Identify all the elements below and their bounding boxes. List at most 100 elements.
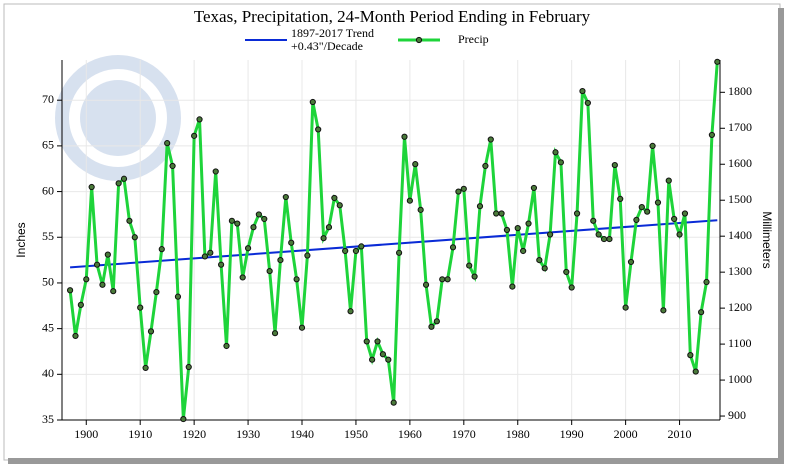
data-point	[72, 332, 79, 340]
data-point	[633, 216, 640, 223]
data-point	[714, 58, 721, 65]
data-point	[379, 351, 387, 358]
data-point	[703, 278, 710, 286]
data-point	[395, 249, 403, 256]
data-point	[142, 364, 149, 372]
data-point	[665, 177, 672, 184]
data-point	[282, 193, 289, 201]
data-point	[277, 257, 284, 264]
x-tick-label: 1920	[182, 427, 206, 441]
data-point	[325, 224, 333, 231]
plot-area: 35 40 45 50 55 60 65 70 1900 1910 1920 1930 1940 1950…	[42, 58, 752, 441]
data-point	[104, 251, 111, 258]
y-tick-label: 35	[42, 412, 54, 426]
data-point	[185, 363, 192, 371]
data-point	[638, 204, 645, 211]
x-tick-label: 2010	[668, 427, 692, 441]
y2-tick-label: 1200	[728, 300, 752, 314]
y-tick-label: 60	[42, 183, 54, 197]
data-point	[126, 217, 133, 224]
y2-tick-label: 1500	[728, 192, 752, 206]
data-point	[315, 126, 322, 133]
data-point	[622, 304, 629, 311]
data-point	[66, 287, 74, 294]
data-point	[455, 188, 462, 195]
data-point	[568, 284, 575, 291]
data-point	[487, 136, 494, 143]
data-point	[493, 210, 500, 217]
data-point	[250, 224, 257, 231]
y-tick-label: 65	[42, 138, 54, 152]
data-point	[563, 268, 570, 276]
data-point	[617, 195, 624, 202]
chart-title: Texas, Precipitation, 24-Month Period En…	[194, 7, 591, 26]
data-point	[169, 162, 176, 170]
y-tick-label: 45	[42, 320, 54, 334]
data-point	[552, 149, 559, 156]
data-point	[288, 239, 295, 246]
data-point	[390, 399, 397, 406]
data-point	[401, 133, 408, 140]
data-point	[536, 257, 543, 264]
data-point	[520, 247, 527, 255]
data-point	[271, 330, 279, 337]
data-point	[147, 328, 155, 335]
data-point	[547, 231, 554, 238]
data-point	[579, 87, 586, 95]
data-point	[584, 99, 591, 107]
data-point	[433, 318, 440, 325]
data-point	[77, 301, 84, 308]
y-tick-label: 70	[42, 92, 54, 106]
x-tick-label: 1980	[506, 427, 530, 441]
data-point	[708, 131, 716, 139]
data-point	[660, 307, 667, 314]
data-point	[120, 175, 128, 182]
data-point	[191, 132, 198, 139]
data-point	[115, 180, 122, 187]
data-point	[352, 247, 360, 255]
x-tick-label: 1930	[236, 427, 260, 441]
data-point	[444, 276, 451, 283]
data-point	[525, 220, 532, 227]
data-point	[687, 352, 694, 359]
data-point	[369, 356, 376, 363]
data-point	[671, 215, 678, 223]
data-point	[471, 273, 478, 280]
data-point	[358, 243, 365, 250]
data-point	[406, 197, 413, 204]
data-point	[331, 194, 338, 202]
y-tick-label: 55	[42, 229, 54, 243]
data-point	[363, 338, 370, 345]
data-point	[153, 288, 160, 296]
x-tick-label: 1940	[290, 427, 314, 441]
data-point	[336, 202, 343, 209]
y2-tick-label: 1000	[728, 372, 752, 386]
data-point	[266, 267, 273, 275]
data-point	[207, 249, 214, 256]
y2-tick-label: 1800	[728, 84, 752, 98]
data-point	[698, 309, 705, 316]
data-point	[557, 159, 564, 166]
data-point	[342, 247, 349, 255]
data-point	[110, 288, 117, 295]
data-point	[201, 253, 209, 260]
y-tick-label: 50	[42, 275, 54, 289]
y-tick-label: 40	[42, 366, 54, 380]
data-point	[212, 168, 219, 175]
data-point	[428, 323, 435, 330]
legend-label: +0.43"/Decade	[291, 39, 363, 53]
data-point	[541, 265, 548, 272]
x-tick-label: 1970	[452, 427, 476, 441]
data-point	[158, 246, 165, 253]
data-point	[347, 308, 354, 315]
data-point	[476, 203, 484, 210]
data-point	[218, 261, 225, 268]
y2-tick-label: 900	[728, 408, 746, 422]
data-point	[83, 276, 90, 283]
data-point	[180, 415, 187, 423]
data-point	[255, 211, 262, 218]
y-axis-title: Inches	[14, 222, 28, 257]
data-point	[228, 217, 235, 224]
data-point	[530, 184, 538, 192]
data-point	[595, 231, 602, 238]
